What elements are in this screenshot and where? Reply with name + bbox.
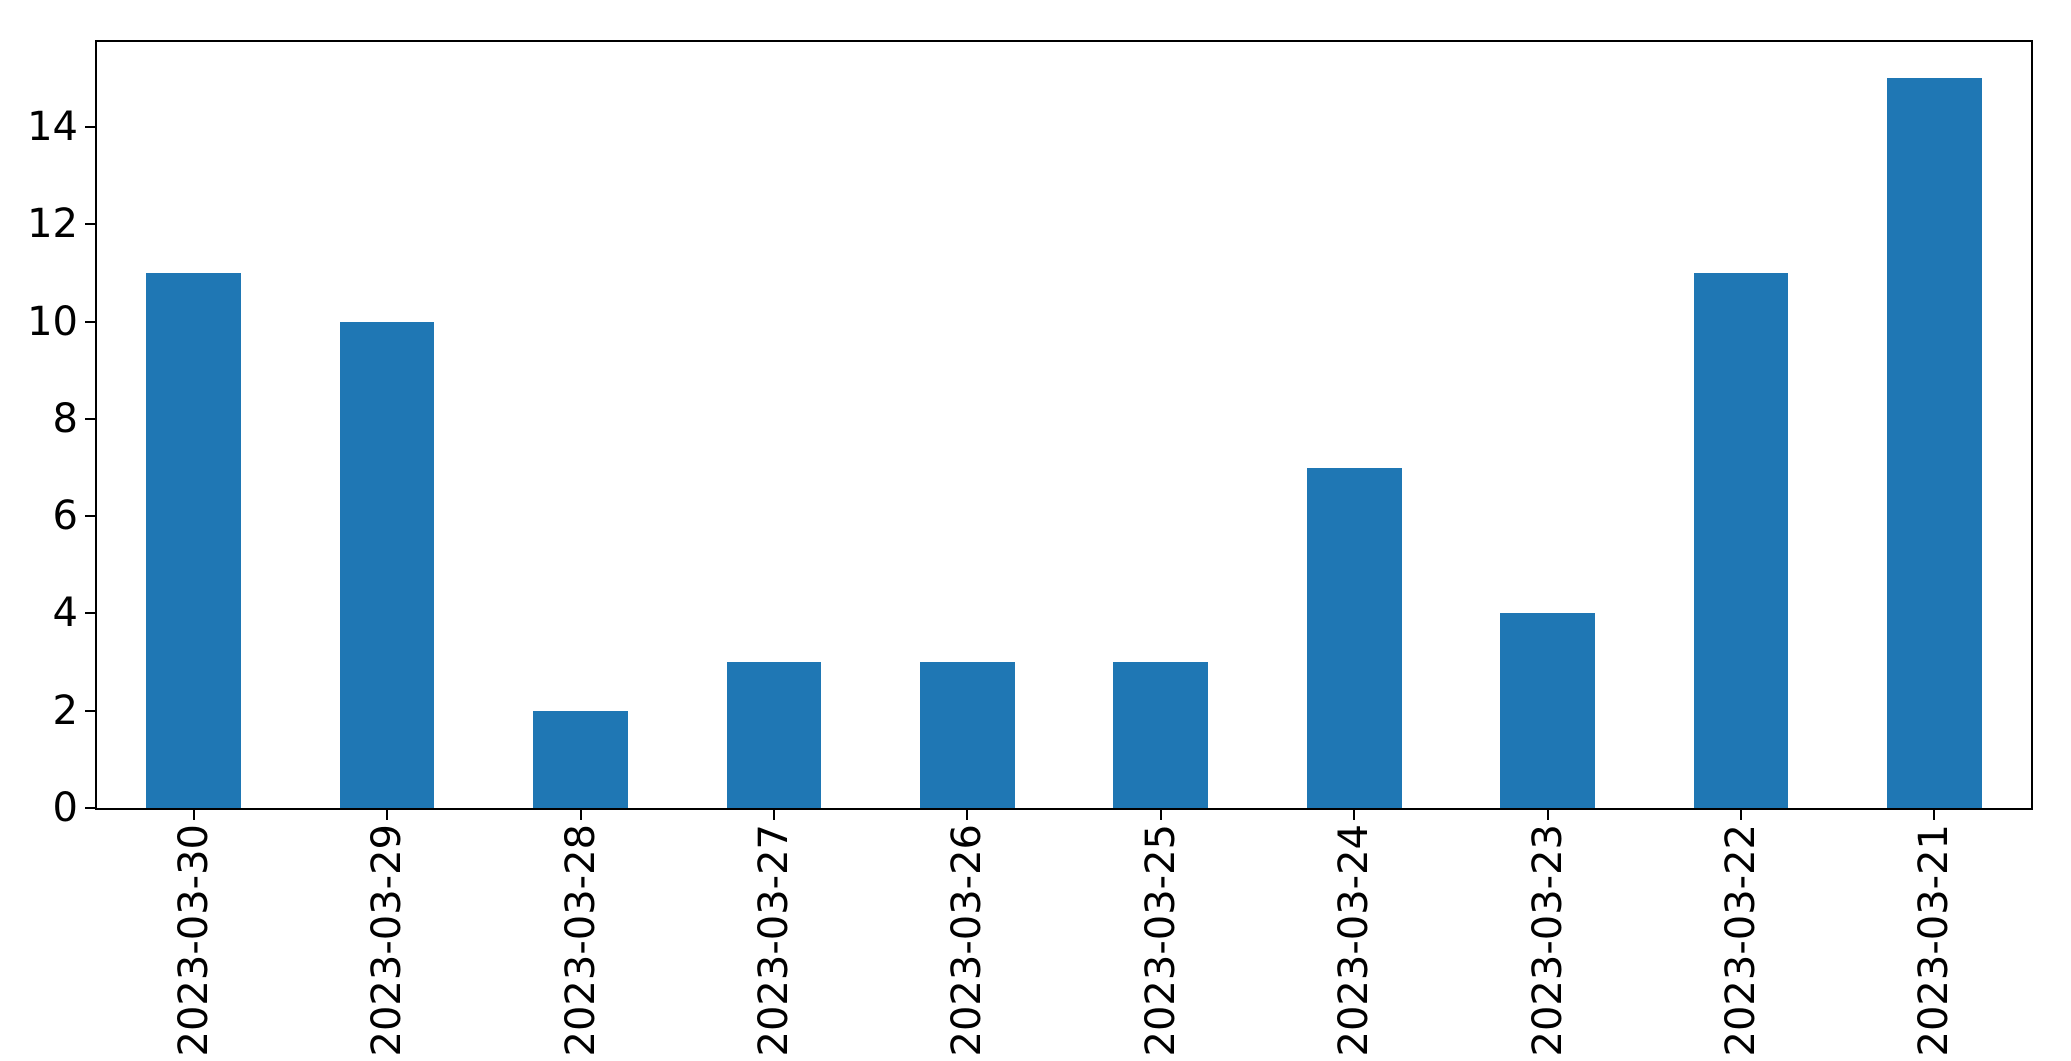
bar-slot (677, 42, 870, 808)
y-tick-mark (85, 320, 95, 323)
bar-slot (1257, 42, 1450, 808)
x-tick-label: 2023-03-23 (1524, 824, 1571, 1057)
bar-2023-03-27 (726, 662, 822, 808)
x-tick-mark (192, 810, 195, 820)
x-tick-label: 2023-03-21 (1911, 824, 1958, 1057)
bar-slot (290, 42, 483, 808)
x-tick-label: 2023-03-29 (364, 824, 411, 1057)
x-tick-mark (1739, 810, 1742, 820)
y-tick-label: 8 (52, 395, 78, 442)
x-tick-mark (1159, 810, 1162, 820)
x-tick-label: 2023-03-28 (557, 824, 604, 1057)
bar-2023-03-24 (1306, 467, 1402, 808)
x-tick-mark (1546, 810, 1549, 820)
x-tick-mark (1353, 810, 1356, 820)
x-tick-mark (386, 810, 389, 820)
y-tick-label: 14 (27, 104, 78, 151)
x-tick-mark (1933, 810, 1936, 820)
y-tick-mark (85, 126, 95, 129)
y-tick-label: 10 (27, 298, 78, 345)
x-tick-mark (772, 810, 775, 820)
x-tick-label: 2023-03-22 (1717, 824, 1764, 1057)
bar-2023-03-28 (533, 710, 628, 808)
y-tick-label: 2 (52, 687, 78, 734)
bar-2023-03-21 (1886, 78, 1982, 808)
y-tick-mark (85, 515, 95, 518)
bar-2023-03-26 (919, 662, 1015, 808)
x-tick-mark (579, 810, 582, 820)
plot-area (95, 40, 2033, 810)
bar-slot (484, 42, 677, 808)
x-tick-label: 2023-03-24 (1331, 824, 1378, 1057)
bar-2023-03-22 (1693, 273, 1789, 808)
bar-2023-03-29 (339, 321, 435, 808)
bars-container (97, 42, 2031, 808)
bar-2023-03-23 (1500, 613, 1595, 808)
bar-slot (871, 42, 1064, 808)
y-tick-mark (85, 223, 95, 226)
bar-slot (1644, 42, 1837, 808)
y-tick-label: 0 (52, 785, 78, 831)
bar-2023-03-25 (1113, 662, 1209, 808)
y-tick-mark (85, 807, 95, 809)
x-tick-label: 2023-03-27 (750, 824, 797, 1057)
x-tick-label: 2023-03-25 (1137, 824, 1184, 1057)
y-tick-mark (85, 612, 95, 615)
bar-slot (1064, 42, 1257, 808)
y-tick-label: 6 (52, 493, 78, 540)
x-tick-label: 2023-03-30 (170, 824, 217, 1057)
bar-slot (97, 42, 290, 808)
bar-slot (1451, 42, 1644, 808)
bar-2023-03-30 (146, 273, 242, 808)
x-tick-mark (966, 810, 969, 820)
bar-slot (1838, 42, 2031, 808)
y-tick-label: 12 (27, 201, 78, 248)
y-tick-mark (85, 417, 95, 420)
x-tick-label: 2023-03-26 (944, 824, 991, 1057)
y-tick-mark (85, 709, 95, 712)
y-tick-label: 4 (52, 590, 78, 637)
